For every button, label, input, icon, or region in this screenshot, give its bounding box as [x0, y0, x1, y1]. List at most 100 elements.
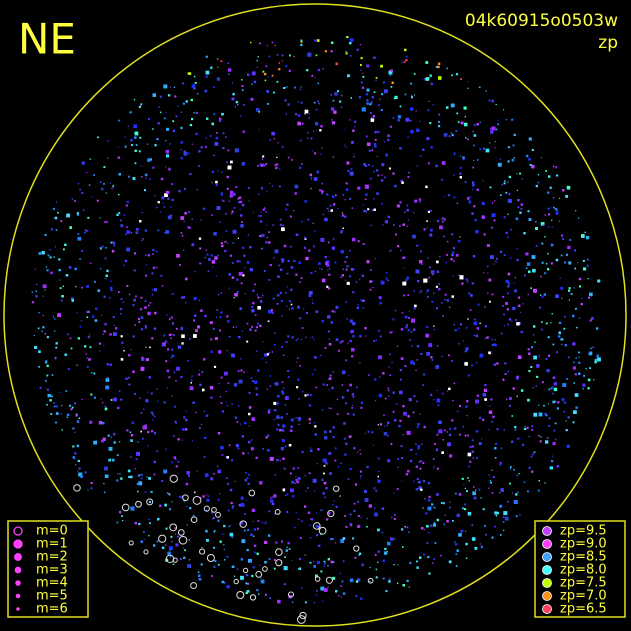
star	[262, 294, 264, 297]
star	[429, 74, 432, 77]
star	[543, 404, 545, 407]
star	[226, 242, 229, 244]
star	[315, 525, 318, 528]
star	[317, 39, 320, 42]
star	[353, 153, 355, 155]
star	[31, 291, 34, 294]
star	[540, 328, 543, 331]
star	[99, 268, 102, 270]
star	[530, 287, 532, 289]
star	[252, 380, 254, 382]
star	[231, 459, 233, 462]
star	[158, 106, 160, 108]
star	[423, 373, 426, 376]
star	[101, 314, 103, 316]
star	[110, 182, 111, 184]
star	[552, 392, 554, 395]
star	[441, 178, 443, 181]
star	[297, 101, 299, 103]
star	[406, 225, 408, 227]
star	[271, 41, 274, 44]
star	[301, 327, 304, 329]
star	[451, 233, 454, 236]
star	[553, 165, 555, 168]
star	[250, 439, 253, 441]
star	[493, 363, 496, 366]
star	[460, 78, 462, 80]
star	[272, 297, 275, 300]
star	[186, 471, 190, 475]
star	[512, 387, 515, 390]
star	[582, 383, 586, 387]
star	[437, 62, 441, 65]
star	[464, 487, 466, 490]
star	[217, 254, 219, 257]
star	[308, 113, 310, 115]
star	[211, 511, 214, 514]
star	[382, 224, 384, 226]
star	[505, 119, 507, 121]
star	[113, 332, 117, 336]
star	[152, 248, 155, 252]
star	[303, 308, 305, 310]
star	[436, 493, 439, 496]
bright-star-ring	[169, 523, 178, 532]
star	[351, 237, 356, 242]
star	[467, 197, 470, 200]
star	[205, 55, 208, 58]
star	[171, 348, 174, 351]
star	[353, 156, 355, 158]
star	[489, 186, 492, 189]
star	[365, 135, 368, 138]
star	[517, 199, 520, 202]
star	[451, 295, 454, 298]
star	[119, 511, 122, 514]
star	[126, 285, 129, 287]
star	[467, 510, 469, 512]
star	[417, 244, 419, 246]
star	[568, 289, 571, 292]
star	[455, 73, 459, 76]
star	[516, 395, 518, 397]
star	[525, 252, 529, 256]
star	[513, 157, 515, 159]
star	[211, 518, 214, 520]
star	[415, 369, 417, 371]
star	[299, 139, 302, 142]
star	[410, 82, 412, 85]
star	[45, 266, 48, 268]
star	[128, 383, 131, 386]
star	[250, 447, 254, 451]
star	[325, 261, 329, 265]
star	[52, 207, 55, 210]
star	[332, 576, 336, 580]
star	[446, 431, 448, 433]
star	[71, 406, 74, 409]
star	[107, 434, 110, 437]
star	[419, 467, 422, 470]
star	[202, 207, 206, 211]
star	[216, 309, 219, 311]
star	[255, 456, 258, 459]
star	[118, 291, 120, 293]
star	[156, 540, 159, 543]
star	[41, 251, 45, 255]
star	[86, 357, 88, 359]
star	[328, 330, 330, 333]
star	[496, 362, 499, 365]
star	[105, 378, 110, 382]
star	[541, 242, 544, 245]
star	[255, 387, 258, 390]
star	[376, 192, 379, 195]
star	[490, 398, 493, 401]
bright-star-ring	[312, 522, 321, 530]
star	[352, 322, 356, 326]
star	[545, 263, 548, 265]
star	[330, 209, 333, 212]
star	[396, 582, 399, 584]
star	[390, 537, 394, 541]
star	[240, 575, 244, 580]
star	[284, 495, 286, 497]
star	[75, 464, 77, 466]
star	[314, 77, 316, 79]
